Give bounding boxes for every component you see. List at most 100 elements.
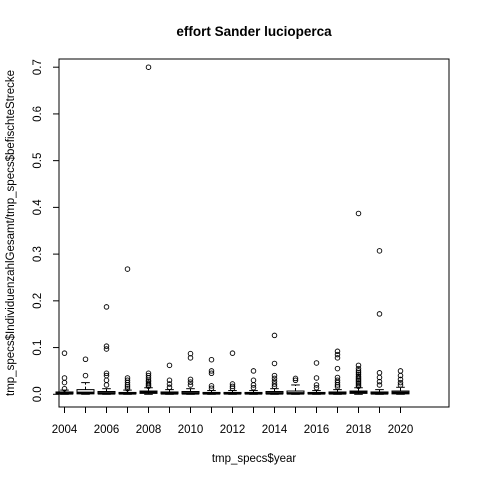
outlier-point: [208, 370, 215, 377]
box-2007: [118, 266, 137, 395]
outlier-point: [124, 266, 131, 272]
y-axis: 0.0 0.1 0.2 0.3 0.4 0.5 0.6 0.7: [32, 59, 60, 402]
outlier-point: [61, 379, 68, 386]
x-tick-label: 2006: [94, 424, 120, 436]
outlier-point: [166, 377, 173, 384]
box-2008: [139, 64, 158, 395]
outlier-point: [208, 385, 215, 391]
outlier-point: [313, 382, 320, 388]
outlier-point: [355, 362, 362, 369]
outlier-point: [334, 355, 341, 361]
outlier-point: [292, 375, 299, 382]
outlier-point: [271, 378, 278, 384]
outlier-point: [397, 372, 404, 379]
outlier-point: [145, 383, 152, 390]
outlier-point: [61, 350, 68, 356]
y-tick-label: 0.4: [32, 199, 44, 216]
y-tick-label: 0.7: [32, 59, 44, 75]
box-2012: [223, 350, 242, 395]
outlier-point: [397, 382, 404, 388]
x-axis: 2004 2006 2008 2010 2012 2014 2016 2018 2020: [52, 406, 414, 436]
outlier-point: [187, 376, 194, 383]
outlier-point: [397, 379, 404, 386]
y-tick-label: 0.1: [32, 340, 44, 356]
outlier-point: [61, 375, 68, 381]
outlier-point: [376, 248, 383, 254]
x-tick-label: 2018: [346, 424, 372, 436]
outlier-point: [103, 382, 110, 388]
outlier-point: [187, 382, 194, 388]
box-2004: [55, 350, 74, 395]
outlier-point: [271, 383, 278, 390]
outlier-point: [103, 370, 110, 377]
plot-frame: [58, 58, 450, 408]
outlier-point: [250, 382, 257, 388]
outlier-point: [61, 385, 68, 392]
outlier-point: [229, 385, 236, 391]
outlier-point: [334, 351, 341, 358]
outlier-point: [82, 372, 89, 379]
outlier-point: [355, 368, 362, 374]
chart-title: effort Sander lucioperca: [176, 24, 332, 39]
x-tick-label: 2010: [178, 424, 204, 436]
x-tick-label: 2020: [388, 424, 414, 436]
box-2020: [391, 368, 410, 395]
outlier-point: [334, 348, 341, 355]
box-2010: [181, 350, 200, 395]
outlier-point: [292, 377, 299, 384]
box-series: [55, 64, 410, 395]
outlier-point: [271, 375, 278, 382]
x-tick-label: 2012: [220, 424, 246, 436]
outlier-point: [334, 384, 341, 390]
outlier-point: [103, 343, 110, 349]
outlier-point: [334, 365, 341, 372]
outlier-point: [208, 356, 215, 363]
box-2009: [160, 362, 179, 395]
outlier-point: [271, 332, 278, 339]
y-tick-label: 0.2: [32, 293, 44, 309]
outlier-point: [376, 370, 383, 376]
y-tick-label: 0.5: [32, 153, 44, 169]
outlier-point: [376, 382, 383, 388]
outlier-point: [229, 383, 236, 390]
outlier-point: [334, 382, 341, 388]
outlier-point: [376, 311, 383, 317]
y-tick-label: 0.3: [32, 246, 44, 262]
x-tick-label: 2008: [136, 424, 162, 436]
outlier-point: [124, 384, 131, 390]
outlier-point: [166, 381, 173, 387]
outlier-point: [124, 385, 131, 392]
outlier-point: [208, 383, 215, 389]
y-tick-label: 0.0: [32, 386, 44, 402]
outlier-point: [166, 384, 173, 391]
box-2017: [328, 348, 347, 395]
outlier-point: [187, 379, 194, 385]
box-2018: [349, 210, 368, 395]
box-2014: [265, 332, 284, 395]
outlier-point: [313, 385, 320, 391]
outlier-point: [397, 376, 404, 383]
outlier-point: [355, 383, 362, 390]
outlier-point: [250, 368, 257, 374]
box-2005: [76, 356, 95, 395]
outlier-point: [271, 381, 278, 387]
outlier-point: [103, 377, 110, 384]
outlier-point: [355, 370, 362, 376]
x-tick-label: 2004: [52, 424, 78, 436]
outlier-point: [82, 356, 89, 363]
box-2013: [244, 368, 263, 395]
box-2019: [370, 248, 389, 395]
x-tick-label: 2016: [304, 424, 330, 436]
box-2016: [307, 360, 326, 395]
outlier-point: [250, 377, 257, 384]
outlier-point: [145, 64, 152, 70]
box-2011: [202, 356, 221, 395]
y-axis-label: tmp_specs$IndividuenzahlGesamt/tmp_specs…: [5, 70, 17, 396]
outlier-point: [229, 350, 236, 356]
box-2006: [97, 304, 116, 395]
x-tick-label: 2014: [262, 424, 288, 436]
outlier-point: [103, 304, 110, 310]
outlier-point: [355, 210, 362, 217]
outlier-point: [145, 375, 152, 381]
outlier-point: [271, 372, 278, 379]
